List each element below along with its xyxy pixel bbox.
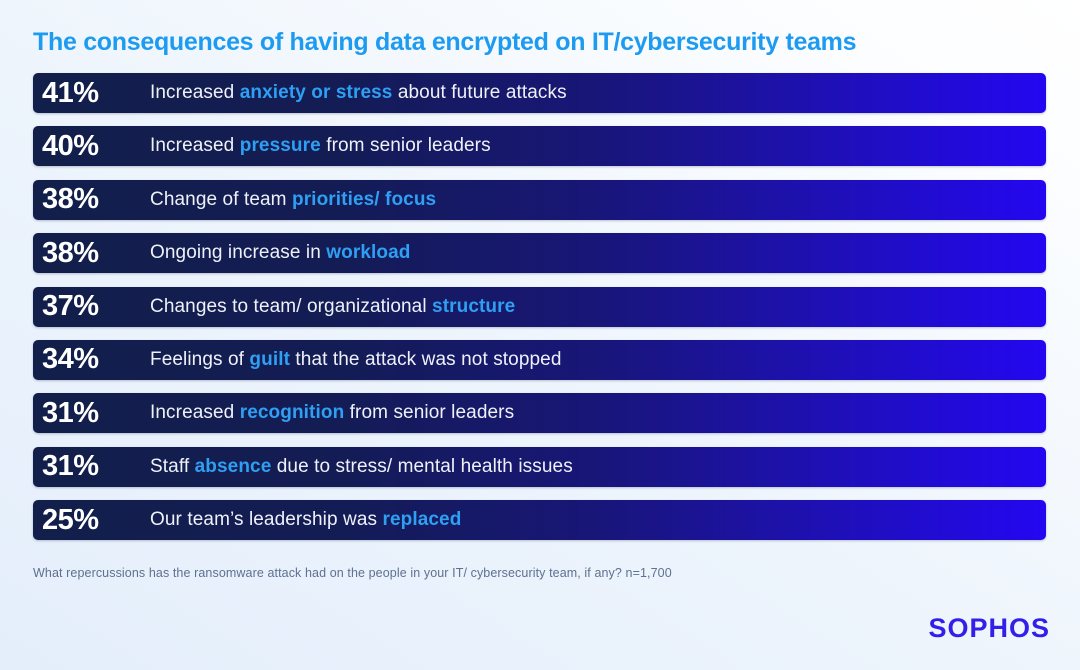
bar-label: Ongoing increase in workload — [150, 242, 411, 264]
label-highlight: priorities/ focus — [291, 188, 437, 210]
bar-row: 31% Increased recognition from senior le… — [33, 393, 1046, 434]
label-highlight: absence — [194, 455, 272, 477]
bar-row: 37% Changes to team/ organizational stru… — [33, 286, 1046, 327]
label-text: Change of team — [150, 188, 292, 210]
bar-label: Staff absence due to stress/ mental heal… — [150, 456, 573, 478]
label-text: Increased — [150, 82, 240, 103]
label-text: due to stress/ mental health issues — [271, 455, 573, 477]
label-highlight: structure — [432, 295, 516, 317]
bar-row: 25% Our team’s leadership was replaced — [33, 500, 1046, 541]
bar-percentage: 40% — [42, 129, 99, 162]
bar-row: 41% Increased anxiety or stress about fu… — [33, 73, 1046, 113]
label-text: that the attack was not stopped — [290, 348, 562, 370]
label-highlight: pressure — [239, 135, 321, 157]
bar-percentage: 41% — [42, 76, 99, 109]
bar-percentage: 38% — [42, 236, 99, 269]
sophos-logo: SOPHOS — [928, 613, 1050, 643]
bar-label: Feelings of guilt that the attack was no… — [150, 349, 562, 371]
survey-footnote: What repercussions has the ransomware at… — [33, 566, 672, 580]
label-highlight: recognition — [239, 402, 345, 424]
bar-label: Increased anxiety or stress about future… — [150, 82, 567, 104]
label-text: about future attacks — [392, 82, 567, 103]
bar-percentage: 34% — [42, 343, 99, 376]
label-text: Our team’s leadership was — [150, 509, 383, 531]
label-text: Increased — [150, 135, 240, 157]
bar-percentage: 25% — [42, 503, 99, 536]
bar-percentage: 31% — [42, 396, 99, 429]
bar-label: Increased pressure from senior leaders — [150, 135, 491, 157]
label-highlight: guilt — [249, 348, 291, 370]
bar-label: Increased recognition from senior leader… — [150, 402, 514, 424]
bar-label: Our team’s leadership was replaced — [150, 509, 461, 531]
label-highlight: replaced — [382, 509, 462, 531]
bar-row: 34% Feelings of guilt that the attack wa… — [33, 339, 1046, 380]
bar-row: 31% Staff absence due to stress/ mental … — [33, 446, 1046, 487]
bar-list: 41% Increased anxiety or stress about fu… — [33, 73, 1046, 541]
label-text: Feelings of — [150, 348, 250, 370]
bar-row: 38% Change of team priorities/ focus — [33, 179, 1046, 220]
label-text: Changes to team/ organizational — [150, 295, 433, 317]
bar-label: Change of team priorities/ focus — [150, 189, 436, 211]
label-text: from senior leaders — [320, 135, 491, 157]
label-text: Staff — [150, 455, 195, 477]
chart-title: The consequences of having data encrypte… — [33, 28, 857, 56]
label-text: Ongoing increase in — [150, 242, 327, 264]
label-highlight: anxiety or stress — [239, 82, 393, 103]
bar-label: Changes to team/ organizational structur… — [150, 296, 515, 318]
bar-percentage: 31% — [42, 450, 99, 483]
bar-percentage: 37% — [42, 290, 99, 323]
bar-percentage: 38% — [42, 183, 99, 216]
label-text: Increased — [150, 402, 240, 424]
label-highlight: workload — [326, 242, 411, 264]
bar-row: 40% Increased pressure from senior leade… — [33, 126, 1046, 167]
label-text: from senior leaders — [344, 402, 515, 424]
bar-row: 38% Ongoing increase in workload — [33, 233, 1046, 274]
